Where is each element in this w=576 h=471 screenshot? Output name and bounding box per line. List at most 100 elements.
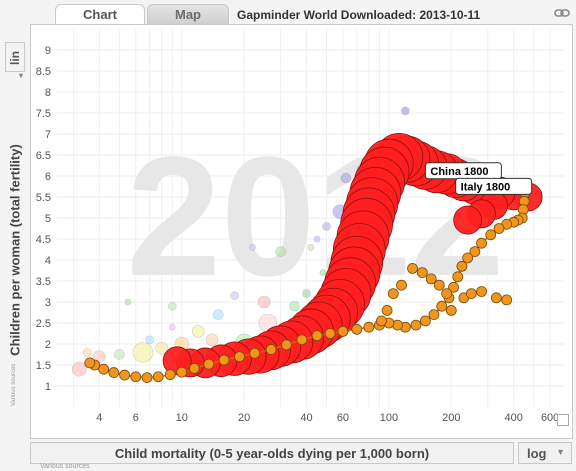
tab-map[interactable]: Map (147, 4, 229, 24)
x-tick-label: 60 (337, 412, 349, 424)
italy-trail-bubble (462, 252, 474, 264)
y-scale-label: lin (8, 51, 22, 65)
italy-trail-bubble (485, 229, 497, 241)
x-tick-label: 600 (541, 412, 559, 424)
italy-trail-bubble (164, 369, 176, 381)
country-bubble (82, 348, 92, 357)
country-bubble (230, 291, 239, 301)
x-tick-label: 100 (380, 412, 398, 424)
x-tick-label: 40 (300, 412, 312, 424)
italy-trail-bubble (108, 367, 120, 378)
italy-trail-bubble (469, 246, 481, 258)
x-tick-label: 400 (504, 412, 522, 424)
chevron-down-icon: ▾ (19, 71, 24, 80)
country-bubble (168, 323, 176, 331)
country-bubble (212, 309, 224, 320)
y-tick-label: 2 (45, 339, 51, 351)
x-tick-label: 200 (442, 412, 460, 424)
italy-trail-bubble (141, 372, 153, 384)
link-icon[interactable] (554, 6, 570, 20)
italy-trail-bubble (84, 357, 96, 369)
y-tick-label: 7 (45, 129, 51, 141)
y-tick-label: 1 (45, 381, 51, 393)
annotation-label: China 1800 (430, 166, 488, 178)
x-tick-label: 6 (133, 412, 139, 424)
country-bubble (257, 295, 271, 309)
x-tick-label: 4 (96, 412, 102, 424)
y-tick-label: 8 (45, 87, 51, 99)
italy-trail-bubble (324, 328, 336, 339)
italy-trail-bubble (396, 279, 407, 291)
country-bubble (319, 269, 327, 276)
country-bubble (275, 246, 286, 257)
italy-trail-bubble (381, 304, 393, 316)
y-tick-label: 9 (45, 45, 51, 57)
country-bubble (132, 342, 154, 363)
y-tick-label: 1.5 (36, 360, 51, 372)
annotation-box (455, 177, 533, 195)
y-axis-label: Children per woman (total fertility) (7, 144, 23, 356)
country-bubble (191, 325, 205, 338)
italy-trail-bubble (445, 304, 457, 316)
italy-trail-bubble (425, 273, 437, 285)
italy-trail-bubble (311, 330, 323, 342)
italy-trail-bubble (410, 319, 422, 331)
y-scale-selector[interactable]: lin ▾ (5, 42, 25, 80)
italy-trail-bubble (456, 260, 468, 272)
y-tick-label: 7.5 (36, 108, 51, 120)
country-bubble (145, 335, 154, 345)
italy-trail-bubble (337, 325, 349, 337)
country-bubble (307, 244, 315, 251)
annotation-label: Italy 1800 (461, 181, 511, 193)
italy-trail-bubble (493, 223, 505, 234)
chevron-down-icon: ▼ (556, 447, 565, 457)
y-tick-label: 6 (45, 171, 51, 183)
country-bubble (155, 341, 168, 355)
year-watermark: 2012 (126, 122, 504, 312)
x-axis-selector[interactable]: Child mortality (0-5 year-olds dying per… (30, 442, 514, 464)
country-bubble (302, 289, 311, 298)
country-bubble (167, 301, 177, 311)
country-bubble (340, 172, 352, 184)
italy-trail-bubble (419, 315, 431, 327)
country-bubble (313, 235, 321, 243)
italy-trail-bubble (119, 369, 131, 381)
y-tick-label: 4 (45, 255, 51, 267)
italy-trail-bubble (387, 288, 399, 300)
country-bubble (289, 300, 300, 312)
italy-trail-bubble (363, 321, 375, 333)
y-tick-label: 8.5 (36, 66, 51, 78)
italy-trail-bubble (436, 300, 448, 312)
y-tick-label: 3 (45, 297, 51, 309)
italy-trail-bubble (407, 262, 418, 274)
country-bubble (205, 333, 219, 347)
country-bubble (249, 244, 256, 251)
x-axis-label: Child mortality (0-5 year-olds dying per… (114, 446, 430, 461)
italy-trail-bubble (428, 309, 440, 321)
x-scale-label: log (527, 446, 547, 461)
italy-trail-bubble (265, 344, 277, 355)
italy-trail-bubble (441, 288, 453, 300)
italy-trail-bubble (203, 358, 215, 370)
italy-trail-bubble (490, 292, 502, 304)
country-bubble (114, 349, 125, 360)
country-bubble (124, 298, 132, 306)
x-scale-selector[interactable]: log ▼ (518, 442, 572, 464)
italy-trail-bubble (176, 366, 188, 378)
y-source-text: Various sources (11, 363, 17, 407)
y-tick-label: 4.5 (36, 234, 51, 246)
italy-trail-bubble (98, 363, 110, 375)
italy-trail-bubble (376, 315, 387, 327)
x-source-note: Various sources (40, 463, 90, 470)
y-tick-label: 5.5 (36, 192, 51, 204)
italy-trail-bubble (234, 351, 245, 363)
tab-chart[interactable]: Chart (55, 4, 145, 25)
resize-handle-icon[interactable] (557, 414, 569, 426)
x-tick-label: 20 (238, 412, 250, 424)
italy-trail-bubble (296, 334, 308, 346)
italy-trail-bubble (448, 281, 459, 293)
country-bubble (322, 222, 331, 231)
italy-trail-bubble (452, 271, 464, 283)
country-bubble (71, 361, 87, 377)
